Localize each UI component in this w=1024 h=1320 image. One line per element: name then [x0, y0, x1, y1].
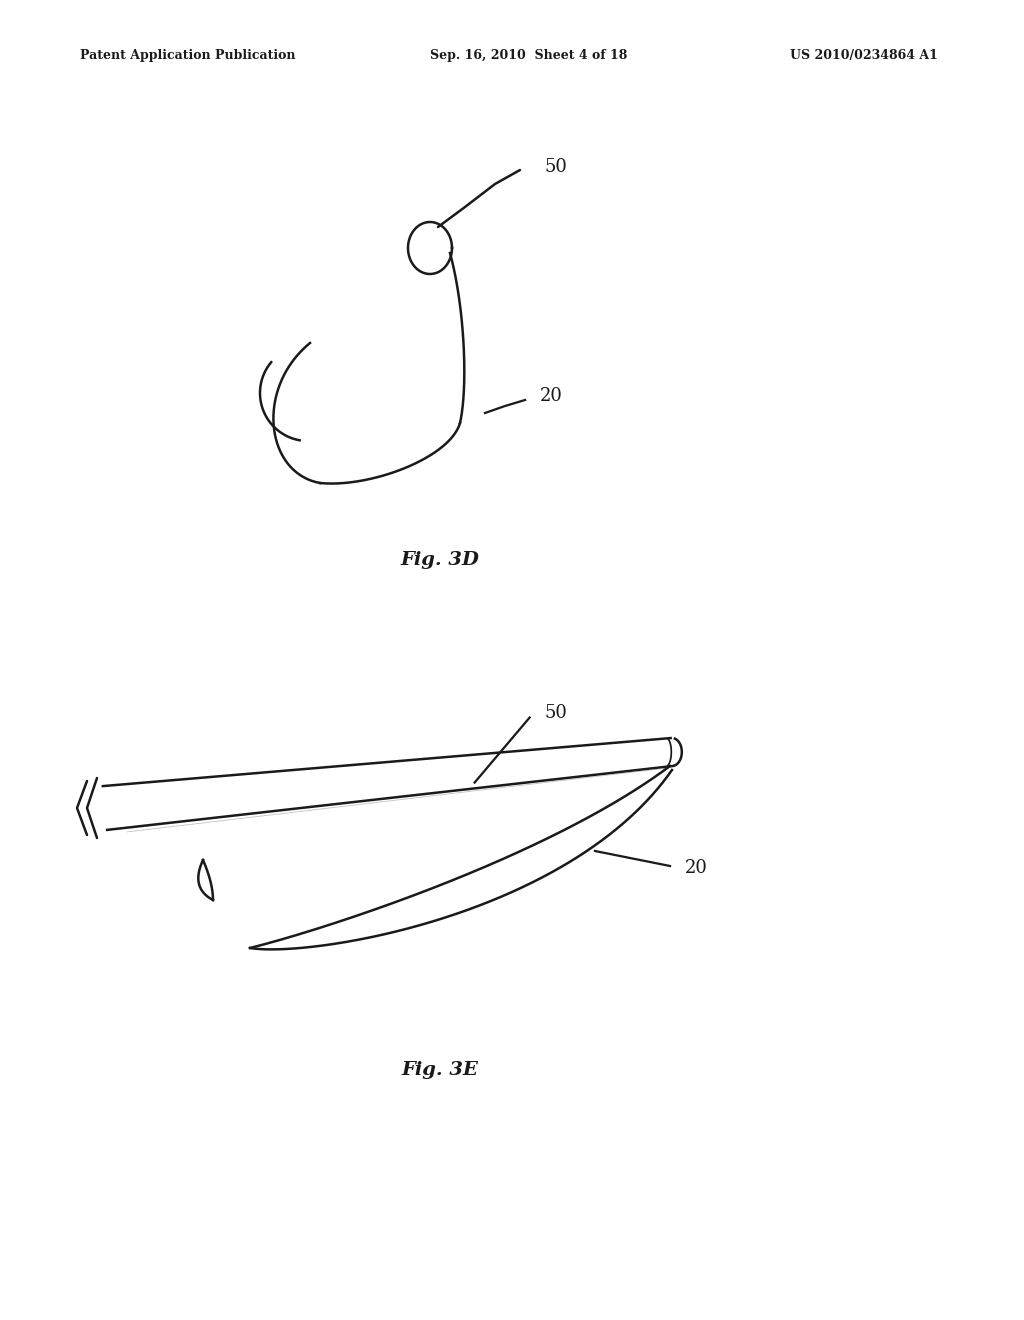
Text: 50: 50 [545, 704, 567, 722]
Text: 50: 50 [545, 158, 568, 176]
Text: US 2010/0234864 A1: US 2010/0234864 A1 [790, 49, 938, 62]
Text: Fig. 3D: Fig. 3D [400, 550, 479, 569]
Text: Fig. 3E: Fig. 3E [401, 1061, 478, 1078]
Text: 20: 20 [685, 859, 708, 876]
Text: 20: 20 [540, 387, 563, 405]
Text: Sep. 16, 2010  Sheet 4 of 18: Sep. 16, 2010 Sheet 4 of 18 [430, 49, 628, 62]
Text: Patent Application Publication: Patent Application Publication [80, 49, 296, 62]
